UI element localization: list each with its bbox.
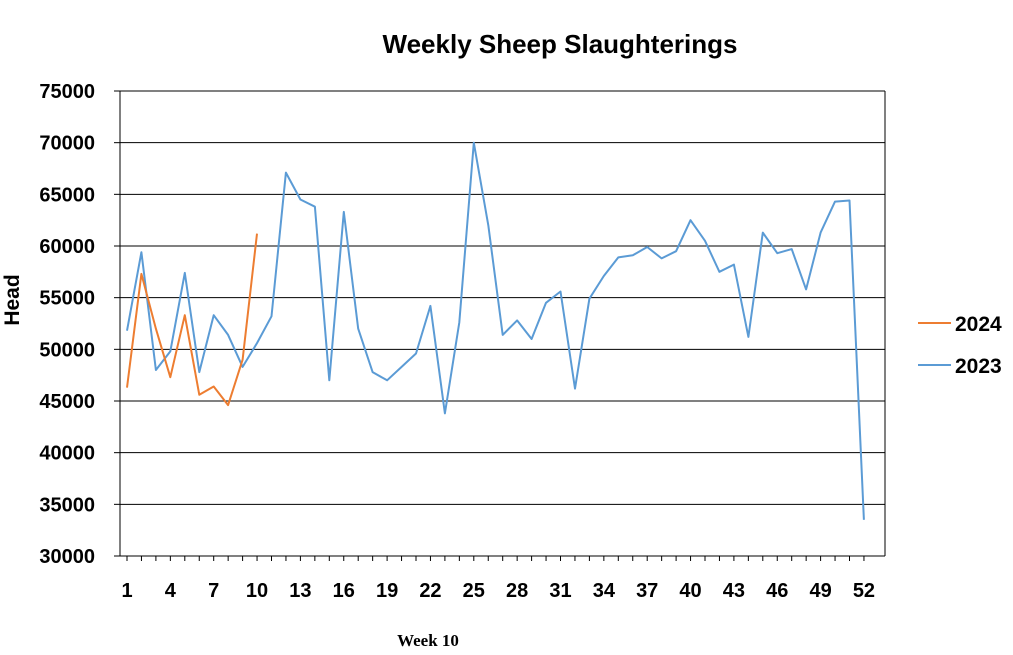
x-tick-label: 40	[679, 580, 701, 602]
x-tick-label: 16	[333, 580, 355, 602]
y-tick-label: 35000	[39, 494, 95, 516]
legend: 2024 2023	[918, 313, 1002, 378]
x-tick-label: 4	[165, 580, 177, 602]
x-tick-label: 52	[853, 580, 875, 602]
y-axis-label: Head	[1, 274, 24, 325]
chart-title: Weekly Sheep Slaughterings	[383, 29, 738, 59]
y-tick-label: 55000	[39, 288, 95, 310]
x-tick-label: 10	[246, 580, 268, 602]
y-tick-label: 65000	[39, 184, 95, 206]
x-tick-label: 1	[121, 580, 132, 602]
series-lines	[126, 141, 865, 520]
series-line-2023	[126, 141, 865, 520]
x-tick-label: 37	[636, 580, 658, 602]
x-tick-label: 22	[419, 580, 441, 602]
x-tick-label: 43	[723, 580, 745, 602]
series-line-2024	[126, 233, 258, 407]
y-tick-label: 30000	[39, 546, 95, 568]
footnote: Week 10	[397, 631, 459, 650]
axes	[119, 91, 886, 557]
y-tick-label: 60000	[39, 236, 95, 258]
y-tick-label: 75000	[39, 81, 95, 103]
x-tick-label: 31	[549, 580, 571, 602]
x-tick-label: 28	[506, 580, 528, 602]
x-tick-label: 34	[593, 580, 616, 602]
x-tick-label: 19	[376, 580, 398, 602]
x-tick-label: 49	[809, 580, 831, 602]
y-tick-label: 50000	[39, 339, 95, 361]
x-tick-label: 7	[208, 580, 219, 602]
legend-label-2024: 2024	[955, 313, 1002, 336]
y-tick-label: 40000	[39, 443, 95, 465]
x-tick-label: 46	[766, 580, 788, 602]
y-axis-ticks: 30000 35000 40000 45000 50000 55000 60000 65000…	[39, 81, 120, 568]
x-tick-label: 25	[463, 580, 485, 602]
y-tick-label: 70000	[39, 133, 95, 155]
y-tick-label: 45000	[39, 391, 95, 413]
legend-label-2023: 2023	[955, 355, 1002, 378]
x-axis-ticks: 1 4 7 10 13 16 19 22 25 28 31 34 37 40 43 46 49 52	[121, 556, 875, 602]
x-tick-label: 13	[289, 580, 311, 602]
gridlines	[120, 90, 885, 505]
